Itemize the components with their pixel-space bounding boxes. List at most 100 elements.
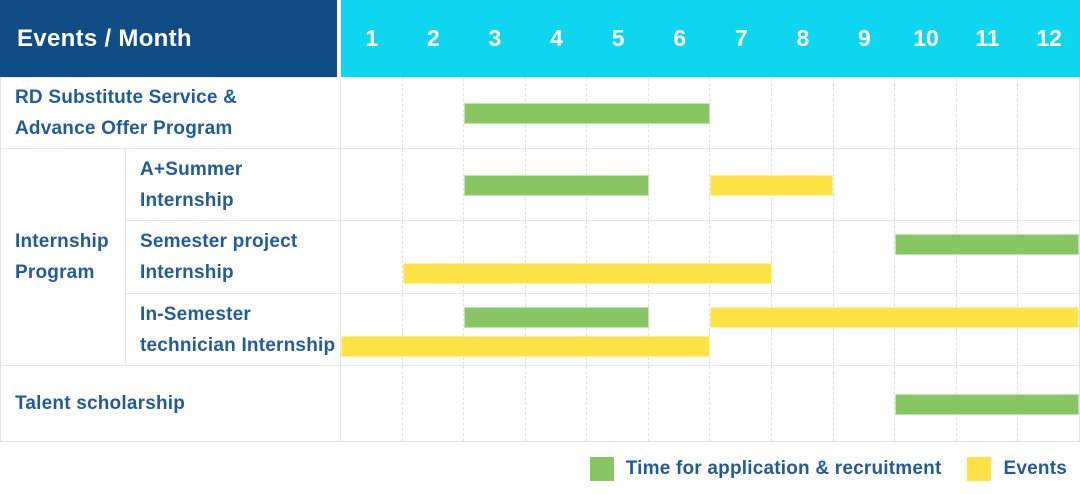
row-label-text: RD Substitute Service & Advance Offer Pr… [15,87,238,139]
month-label: 3 [488,25,502,51]
month-gridcell [957,294,1019,365]
gantt-bar-event [710,307,1079,328]
month-gridlines [341,78,1079,148]
month-gridcell [710,221,773,293]
month-gridcell [1018,294,1079,365]
month-gridcell [895,221,957,293]
month-gridcell [649,221,711,293]
month-gridcell [341,221,403,293]
month-gridcell [649,366,711,441]
month-gridcell [403,78,465,148]
month-gridcell [403,149,465,220]
month-gridcell [403,294,465,365]
table-row: A+Summer Internship [126,149,1079,220]
month-gridcell [895,78,957,148]
month-gridcell [464,221,526,293]
gantt-bar-event [402,263,772,284]
month-label: 7 [734,25,748,51]
month-label: 5 [611,25,625,51]
gantt-bar-application [894,234,1079,255]
month-gridcell [772,221,834,293]
month-gridcell [464,294,526,365]
table-body: RD Substitute Service & Advance Offer Pr… [0,77,1080,442]
row-label-a-summer: A+Summer Internship [126,149,341,220]
table-header: Events / Month 1 2 3 4 5 6 7 8 9 10 11 12 [0,0,1080,77]
month-gridcell [772,366,834,441]
legend-label-application: Time for application & recruitment [625,457,942,479]
row-label-semester-project: Semester project Internship [126,221,341,293]
month-gridcell [464,366,526,441]
month-label: 2 [426,25,440,51]
month-gridcell [403,366,465,441]
row-label-talent-scholarship: Talent scholarship [1,366,341,441]
month-gridcell [526,366,588,441]
month-gridcell [341,294,403,365]
month-gridlines [341,221,1079,293]
chart-row-in-semester [341,294,1079,365]
month-gridcell [834,221,896,293]
chart-row-talent-scholarship [341,366,1079,441]
month-gridcell [834,149,896,220]
month-gridcell [834,78,896,148]
month-gridcell [710,366,773,441]
month-label: 6 [673,25,687,51]
group-rows: A+Summer Internship Semester project Int… [126,149,1079,365]
row-label-text: Talent scholarship [15,393,186,414]
month-gridcell [772,78,834,148]
events-month-header-cell: Events / Month [0,0,337,77]
month-label: 4 [550,25,563,51]
group-label-internship-program: Internship Program [1,149,126,365]
table-row: Talent scholarship [1,366,1079,441]
chart-row-a-summer [341,149,1079,220]
month-gridcell [649,149,711,220]
group-label-text: Internship Program [15,231,109,283]
gantt-bar-event [710,174,833,196]
chart-row-semester-project [341,221,1079,293]
month-gridcell [1018,78,1079,148]
month-label: 11 [975,25,1000,51]
header-title: Events / Month [17,24,192,52]
month-gridcell [526,221,588,293]
month-gridcell [587,221,649,293]
month-gridcell [341,78,403,148]
month-gridcell [834,366,896,441]
month-gridcell [341,366,403,441]
month-label: 1 [365,25,379,51]
month-gridcell [710,78,773,148]
month-label: 9 [858,25,871,51]
gantt-bar-application [464,174,649,196]
month-gridcell [341,149,403,220]
month-gridcell [1018,149,1079,220]
legend-yellow-swatch [967,456,992,481]
month-gridcell [587,366,649,441]
gantt-bar-application [894,393,1079,415]
row-label-text: Semester project Internship [140,231,298,283]
month-gridcell [895,294,957,365]
gantt-bar-application [464,103,710,124]
month-label: 12 [1036,25,1062,51]
month-gridcell [772,294,834,365]
legend-label-events: Events [1003,457,1067,479]
month-header: 1 2 3 4 5 6 7 8 9 10 11 12 [341,0,1080,77]
month-gridcell [403,221,465,293]
gantt-bar-application [464,307,649,328]
table-row: RD Substitute Service & Advance Offer Pr… [1,78,1079,149]
row-label-rd-substitute: RD Substitute Service & Advance Offer Pr… [1,78,341,148]
table-row: Semester project Internship [126,220,1079,293]
month-gridcell [710,294,773,365]
month-gridcell [772,149,834,220]
gantt-bar-event [341,336,710,357]
row-label-text: A+Summer Internship [140,158,243,211]
month-label: 10 [913,25,939,51]
legend-green-swatch [589,456,614,481]
row-label-in-semester: In-Semester technician Internship [126,294,341,365]
month-gridcell [957,149,1019,220]
month-gridcell [526,294,588,365]
month-gridcell [649,294,711,365]
month-gridcell [895,149,957,220]
internship-program-group: Internship Program A+Summer Internship S… [1,149,1079,366]
row-label-text: In-Semester technician Internship [140,303,336,356]
month-gridcell [957,221,1019,293]
legend: Time for application & recruitment Event… [0,442,1080,494]
